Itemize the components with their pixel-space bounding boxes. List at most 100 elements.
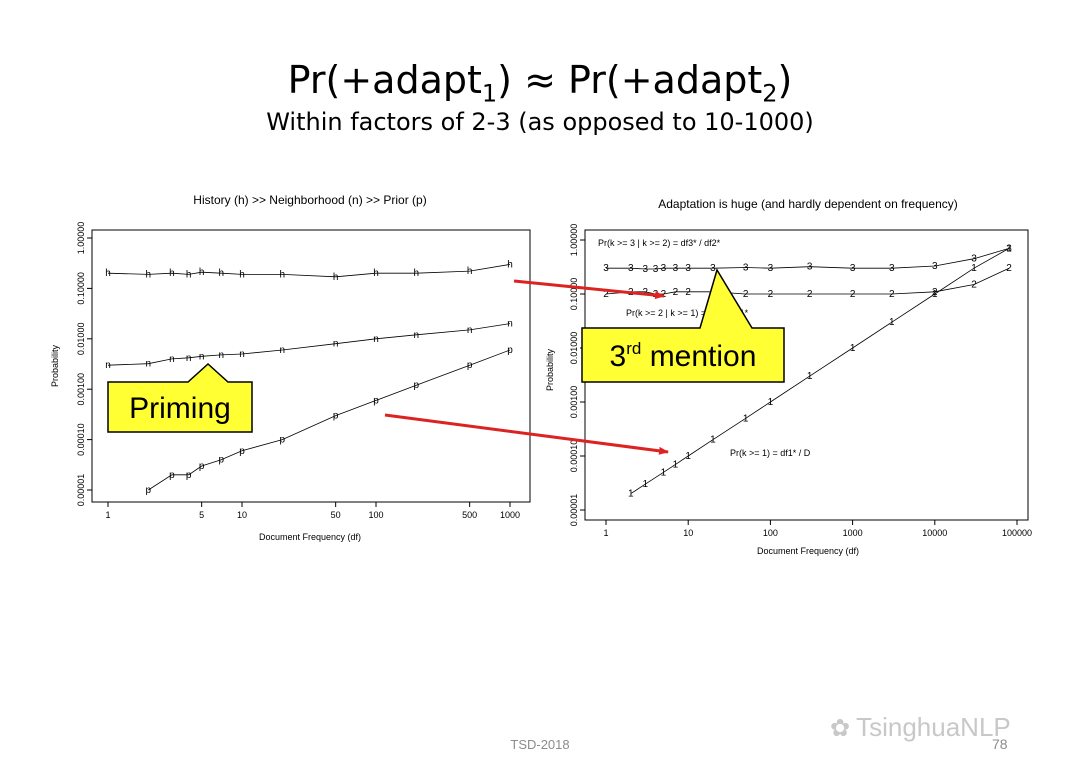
- left-series-h-point: h: [280, 269, 286, 280]
- right-series-2-point: 2: [850, 289, 856, 300]
- right-series-3-line: [606, 248, 1010, 270]
- right-x-tick-label: 10000: [922, 528, 947, 538]
- wechat-icon: ✿: [830, 715, 851, 742]
- priming-callout-label: Priming: [129, 392, 231, 425]
- left-series-p-point: p: [218, 455, 224, 466]
- right-annotation-3: Pr(k >= 1) = df1* / D: [730, 448, 811, 458]
- left-series-n-point: n: [467, 325, 473, 336]
- left-series-p-point: p: [239, 446, 245, 457]
- right-series-3-point: 3: [661, 263, 667, 274]
- slide-subtitle: Within factors of 2-3 (as opposed to 10-…: [266, 108, 814, 136]
- left-series-p-point: p: [186, 470, 192, 481]
- right-series-1-point: 1: [743, 413, 749, 424]
- right-y-tick-label: 1.00000: [569, 224, 579, 257]
- left-series-n-point: n: [414, 330, 420, 341]
- left-x-tick-label: 50: [331, 510, 341, 520]
- left-series-h-point: h: [169, 268, 175, 279]
- left-series-h-point: h: [105, 268, 111, 279]
- slide-footer: TSD-2018: [510, 737, 570, 752]
- right-series-3-point: 3: [628, 263, 634, 274]
- right-x-tick-label: 10: [683, 528, 693, 538]
- left-series-h-point: h: [199, 267, 205, 278]
- right-x-tick-label: 100: [763, 528, 778, 538]
- right-x-tick-label: 1: [603, 528, 608, 538]
- right-series-3-point: 3: [889, 263, 895, 274]
- right-y-tick-label: 0.01000: [569, 332, 579, 365]
- right-series-1-point: 1: [850, 343, 856, 354]
- right-x-tick-label: 100000: [1002, 528, 1032, 538]
- right-y-axis-label: Probability: [545, 348, 555, 391]
- right-series-3-point: 3: [971, 254, 977, 265]
- left-x-tick-label: 1000: [500, 510, 520, 520]
- right-series-1-point: 1: [768, 397, 774, 408]
- right-series-2-point: 2: [1006, 263, 1012, 274]
- arrow-history-to-adaptation: [513, 279, 665, 300]
- right-chart: Adaptation is huge (and hardly dependent…: [545, 197, 1032, 556]
- left-x-axis-label: Document Frequency (df): [259, 532, 361, 542]
- left-series-h-point: h: [414, 268, 420, 279]
- left-y-tick-label: 0.00100: [76, 373, 86, 406]
- left-series-n-point: n: [186, 353, 192, 364]
- left-x-tick-label: 100: [368, 510, 383, 520]
- right-series-3-point: 3: [710, 263, 716, 274]
- left-series-h-point: h: [507, 259, 513, 270]
- right-series-2-point: 2: [971, 279, 977, 290]
- right-series-1-line: [630, 248, 1010, 495]
- left-series-p-point: p: [280, 435, 286, 446]
- right-series-3-point: 3: [1006, 243, 1012, 254]
- right-annotation-2: Pr(k >= 2 | k >= 1) = df2* / df1*: [626, 308, 749, 318]
- third-mention-callout-shape: [581, 268, 785, 383]
- left-series-h-point: h: [373, 268, 379, 279]
- left-series-p-point: p: [199, 461, 205, 472]
- right-x-tick-label: 1000: [843, 528, 863, 538]
- left-series-n-line: [107, 323, 511, 366]
- left-series-n-point: n: [333, 339, 339, 350]
- left-series-n-point: n: [373, 334, 379, 345]
- left-series-p-point: p: [146, 485, 152, 496]
- right-series-1-point: 1: [685, 451, 691, 462]
- right-series-3-point: 3: [603, 263, 609, 274]
- left-series-n-point: n: [280, 345, 286, 356]
- slide-title: Pr(+adapt1) ≈ Pr(+adapt2): [0, 58, 1080, 108]
- left-x-tick-label: 1: [105, 510, 110, 520]
- right-series-1-point: 1: [661, 467, 667, 478]
- left-series-p-line: [148, 349, 511, 491]
- right-series-1-point: 1: [932, 289, 938, 300]
- right-series-1-point: 1: [1006, 243, 1012, 254]
- left-series-h-point: h: [467, 266, 473, 277]
- left-chart: History (h) >> Neighborhood (n) >> Prior…: [50, 193, 531, 542]
- right-series-2-point: 2: [642, 287, 648, 298]
- left-series-p-point: p: [333, 411, 339, 422]
- left-series-n-point: n: [199, 351, 205, 362]
- left-series-n-point: n: [146, 359, 152, 370]
- third-mention-superscript: rd: [626, 339, 641, 358]
- right-series-3-point: 3: [685, 263, 691, 274]
- left-x-ticks: 1 5 10 50 100 500 1000: [105, 502, 520, 520]
- right-series-3-point: 3: [642, 264, 648, 275]
- left-series-h-point: h: [146, 269, 152, 280]
- left-y-ticks: 0.00001 0.00010 0.00100 0.01000 0.10000 1.000…: [76, 222, 92, 507]
- left-y-axis-label: Probability: [50, 344, 60, 387]
- right-y-tick-label: 0.00001: [569, 494, 579, 527]
- right-series-2-point: 2: [768, 289, 774, 300]
- watermark: ✿ TsinghuaNLP: [830, 712, 1011, 743]
- right-series-2-point: 2: [932, 287, 938, 298]
- left-series-p-point: p: [414, 380, 420, 391]
- left-series-n-point: n: [105, 360, 111, 371]
- left-x-tick-label: 5: [199, 510, 204, 520]
- left-series-n-point: n: [169, 354, 175, 365]
- left-series-h-point: h: [239, 269, 245, 280]
- left-series-n-point: n: [239, 349, 245, 360]
- title-subscript-1: 1: [481, 79, 498, 108]
- right-series-3-point: 3: [807, 262, 813, 273]
- right-annotation-1: Pr(k >= 3 | k >= 2) = df3* / df2*: [598, 238, 721, 248]
- title-subscript-2: 2: [762, 79, 778, 108]
- left-series-p-point: p: [507, 345, 513, 356]
- left-y-tick-label: 1.00000: [76, 222, 86, 255]
- right-series-3-point: 3: [653, 264, 659, 275]
- right-chart-title: Adaptation is huge (and hardly dependent…: [658, 197, 958, 211]
- left-y-tick-label: 0.00001: [76, 474, 86, 507]
- left-y-tick-label: 0.00010: [76, 423, 86, 456]
